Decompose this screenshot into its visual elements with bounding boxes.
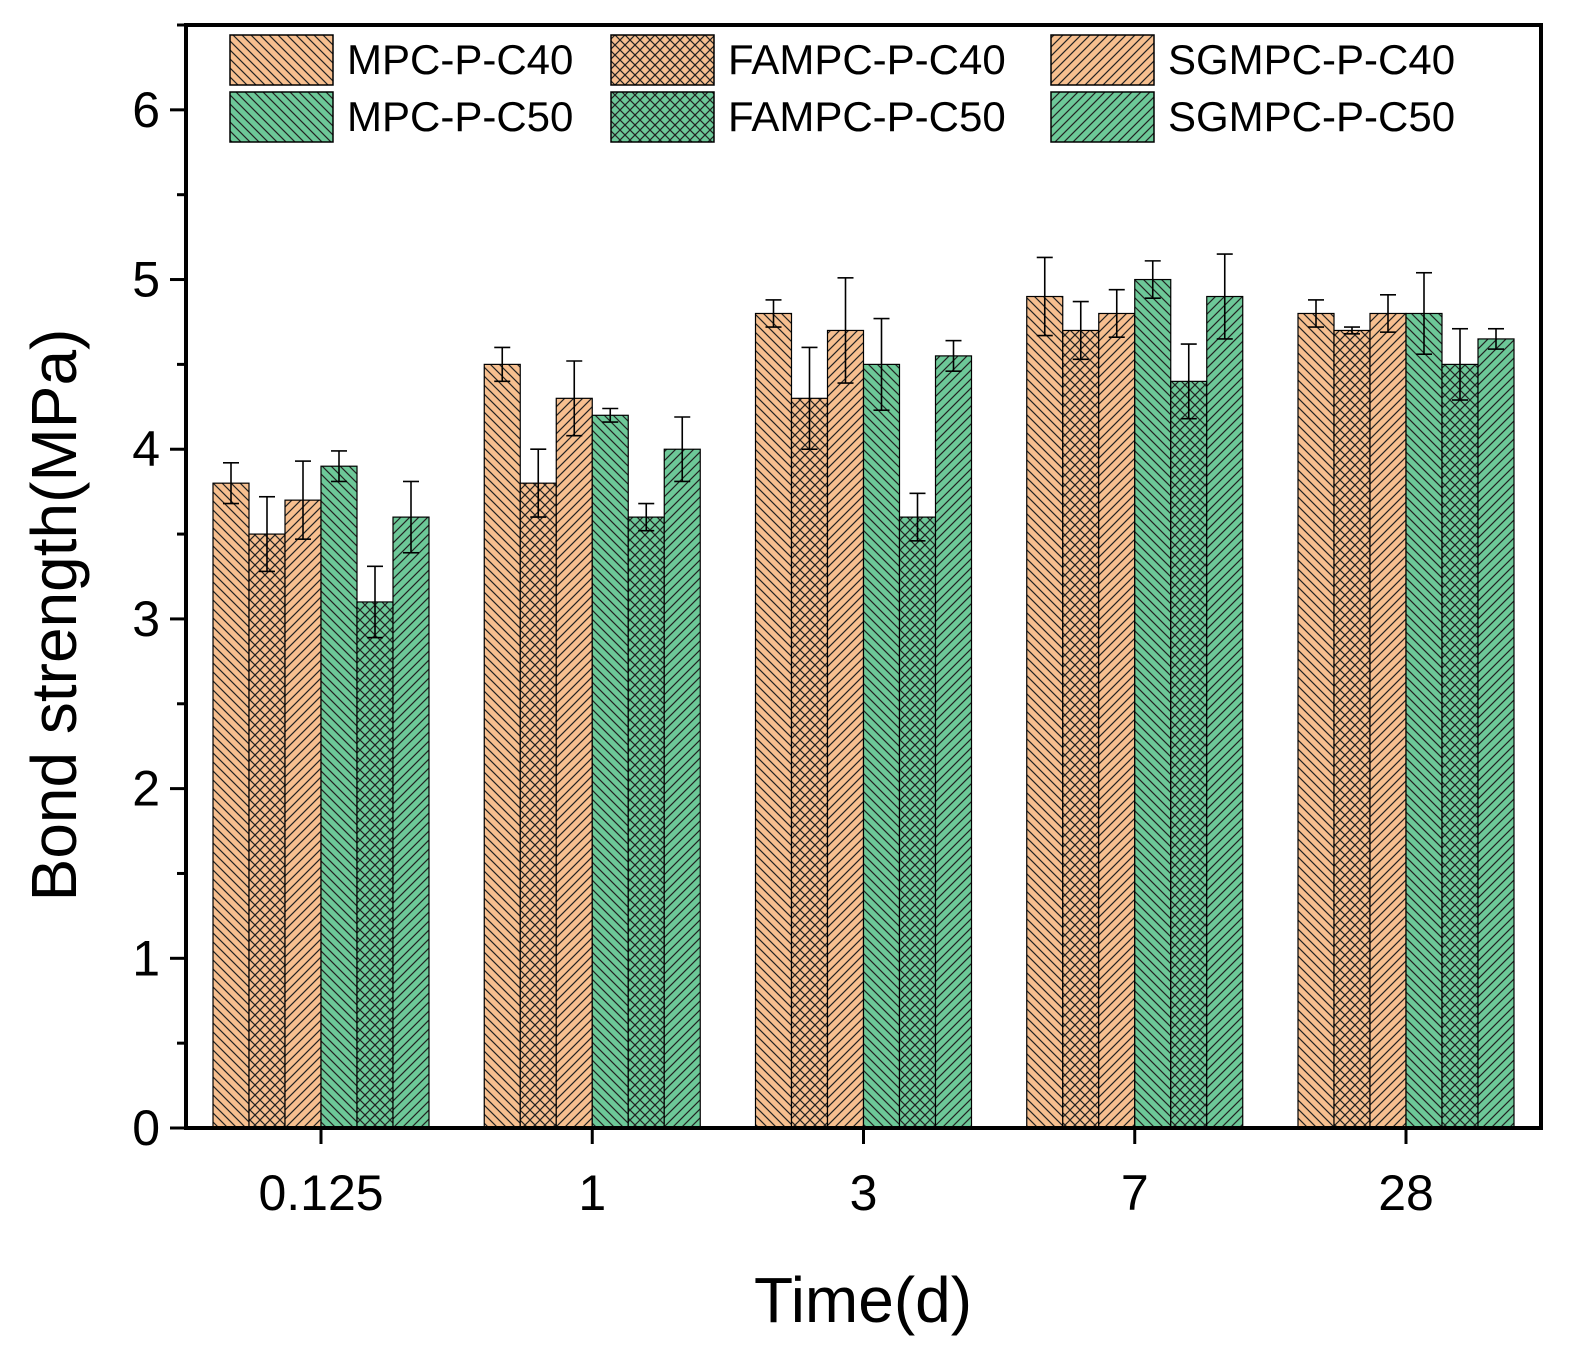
bar-mpc-p-c50-3 [862, 363, 901, 1129]
bar-sgmpc-p-c40-7 [1098, 312, 1136, 1129]
error-bar-mpc-p-c40-3 [765, 299, 782, 328]
y-axis-title: Bond strength(MPa) [18, 329, 90, 902]
legend-label: FAMPC-P-C50 [728, 93, 1006, 140]
error-bar-sgmpc-p-c50-0-125 [403, 480, 419, 554]
error-bar-sgmpc-p-c40-7 [1108, 288, 1125, 339]
legend-swatch [229, 91, 334, 143]
bar-mpc-p-c40-28 [1297, 312, 1335, 1129]
error-bar-sgmpc-p-c50-28 [1488, 327, 1504, 350]
legend-swatch [610, 91, 715, 143]
error-bars-layer [223, 253, 1504, 639]
bar-fampc-p-c40-1 [519, 482, 557, 1129]
error-bar-fampc-p-c50-3 [909, 492, 926, 542]
bar-sgmpc-p-c40-28 [1369, 312, 1407, 1129]
bar-mpc-p-c50-1 [591, 414, 629, 1129]
bar-fampc-p-c40-3 [790, 397, 829, 1129]
legend-swatch [1050, 91, 1155, 143]
bar-sgmpc-p-c40-1 [555, 397, 593, 1129]
legend-label: SGMPC-P-C40 [1168, 36, 1455, 83]
legend-label: MPC-P-C50 [347, 93, 573, 140]
y-tick-label: 0 [132, 1100, 160, 1156]
bar-sgmpc-p-c50-7 [1206, 295, 1244, 1129]
bar-sgmpc-p-c40-0-125 [284, 499, 322, 1129]
error-bar-mpc-p-c50-7 [1144, 260, 1161, 300]
error-bar-fampc-p-c50-1 [638, 502, 655, 532]
x-tick-label-28: 28 [1378, 1165, 1434, 1221]
x-tick-label-3: 3 [850, 1165, 878, 1221]
legend-item-fampc-p-c50: FAMPC-P-C50 [610, 91, 1006, 143]
legend-item-sgmpc-p-c50: SGMPC-P-C50 [1050, 91, 1455, 143]
error-bar-mpc-p-c40-0-125 [223, 462, 239, 505]
axes-layer: 0 1 2 3 4 5 6 0.125 1 3 7 28 [132, 23, 1543, 1221]
legend-swatch [610, 34, 715, 86]
error-bar-fampc-p-c50-7 [1180, 343, 1197, 420]
error-bar-sgmpc-p-c40-0-125 [295, 460, 311, 540]
x-axis-title: Time(d) [754, 1264, 972, 1336]
y-tick-label: 5 [132, 252, 160, 308]
bar-sgmpc-p-c50-28 [1477, 338, 1515, 1129]
error-bar-sgmpc-p-c40-28 [1380, 294, 1396, 333]
bar-sgmpc-p-c50-0-125 [392, 516, 430, 1129]
error-bar-mpc-p-c50-28 [1416, 271, 1432, 356]
error-bar-fampc-p-c40-3 [801, 346, 818, 451]
bar-sgmpc-p-c50-3 [934, 355, 973, 1129]
error-bar-fampc-p-c40-7 [1072, 300, 1089, 361]
error-bar-mpc-p-c40-7 [1036, 256, 1053, 337]
legend-item-mpc-p-c40: MPC-P-C40 [229, 34, 573, 86]
legend-label: FAMPC-P-C40 [728, 36, 1006, 83]
bar-mpc-p-c40-0-125 [212, 482, 250, 1129]
legend-swatch [1050, 34, 1155, 86]
bar-fampc-p-c40-0-125 [248, 533, 286, 1129]
bar-mpc-p-c50-28 [1405, 312, 1443, 1129]
bar-sgmpc-p-c40-3 [826, 329, 865, 1129]
bar-fampc-p-c50-7 [1170, 380, 1208, 1129]
error-bar-fampc-p-c50-28 [1452, 327, 1468, 401]
y-tick-label: 6 [132, 82, 160, 138]
bar-fampc-p-c50-3 [898, 516, 937, 1129]
bar-fampc-p-c50-1 [627, 516, 665, 1129]
legend-label: SGMPC-P-C50 [1168, 93, 1455, 140]
bar-mpc-p-c50-7 [1134, 278, 1172, 1129]
bar-mpc-p-c50-0-125 [320, 465, 358, 1129]
error-bar-fampc-p-c40-1 [530, 448, 547, 518]
bar-mpc-p-c40-3 [754, 312, 793, 1129]
bar-fampc-p-c40-7 [1062, 329, 1100, 1129]
error-bar-mpc-p-c50-3 [873, 317, 890, 412]
bar-mpc-p-c40-1 [483, 363, 521, 1129]
legend-item-fampc-p-c40: FAMPC-P-C40 [610, 34, 1006, 86]
bar-fampc-p-c50-0-125 [356, 601, 394, 1129]
error-bar-mpc-p-c40-28 [1308, 299, 1324, 328]
error-bar-sgmpc-p-c50-1 [674, 416, 691, 483]
legend-label: MPC-P-C40 [347, 36, 573, 83]
error-bar-mpc-p-c40-1 [494, 346, 511, 383]
bar-fampc-p-c50-28 [1441, 363, 1479, 1129]
x-tick-label-7: 7 [1121, 1165, 1149, 1221]
error-bar-fampc-p-c40-28 [1344, 326, 1360, 335]
bars-layer [212, 278, 1515, 1129]
y-tick-label: 4 [132, 421, 160, 477]
x-tick-label-0-125: 0.125 [258, 1165, 383, 1221]
error-bar-fampc-p-c50-0-125 [367, 565, 383, 639]
error-bar-sgmpc-p-c50-3 [945, 339, 962, 372]
legend-swatch [229, 34, 334, 86]
error-bar-sgmpc-p-c40-1 [566, 360, 583, 437]
error-bar-fampc-p-c40-0-125 [259, 495, 275, 573]
bar-mpc-p-c40-7 [1026, 295, 1064, 1129]
y-tick-label: 1 [132, 930, 160, 986]
bar-fampc-p-c40-28 [1333, 329, 1371, 1129]
error-bar-sgmpc-p-c50-7 [1216, 253, 1233, 340]
bar-sgmpc-p-c50-1 [663, 448, 701, 1129]
legend: MPC-P-C40 FAMPC-P-C40 SGMPC-P-C40 MPC-P-C50… [229, 34, 1455, 143]
legend-item-sgmpc-p-c40: SGMPC-P-C40 [1050, 34, 1455, 86]
error-bar-mpc-p-c50-0-125 [331, 450, 347, 483]
y-tick-label: 3 [132, 591, 160, 647]
legend-item-mpc-p-c50: MPC-P-C50 [229, 91, 573, 143]
error-bar-mpc-p-c50-1 [602, 407, 619, 423]
y-tick-label: 2 [132, 761, 160, 817]
x-tick-label-1: 1 [578, 1165, 606, 1221]
error-bar-sgmpc-p-c40-3 [837, 277, 854, 384]
